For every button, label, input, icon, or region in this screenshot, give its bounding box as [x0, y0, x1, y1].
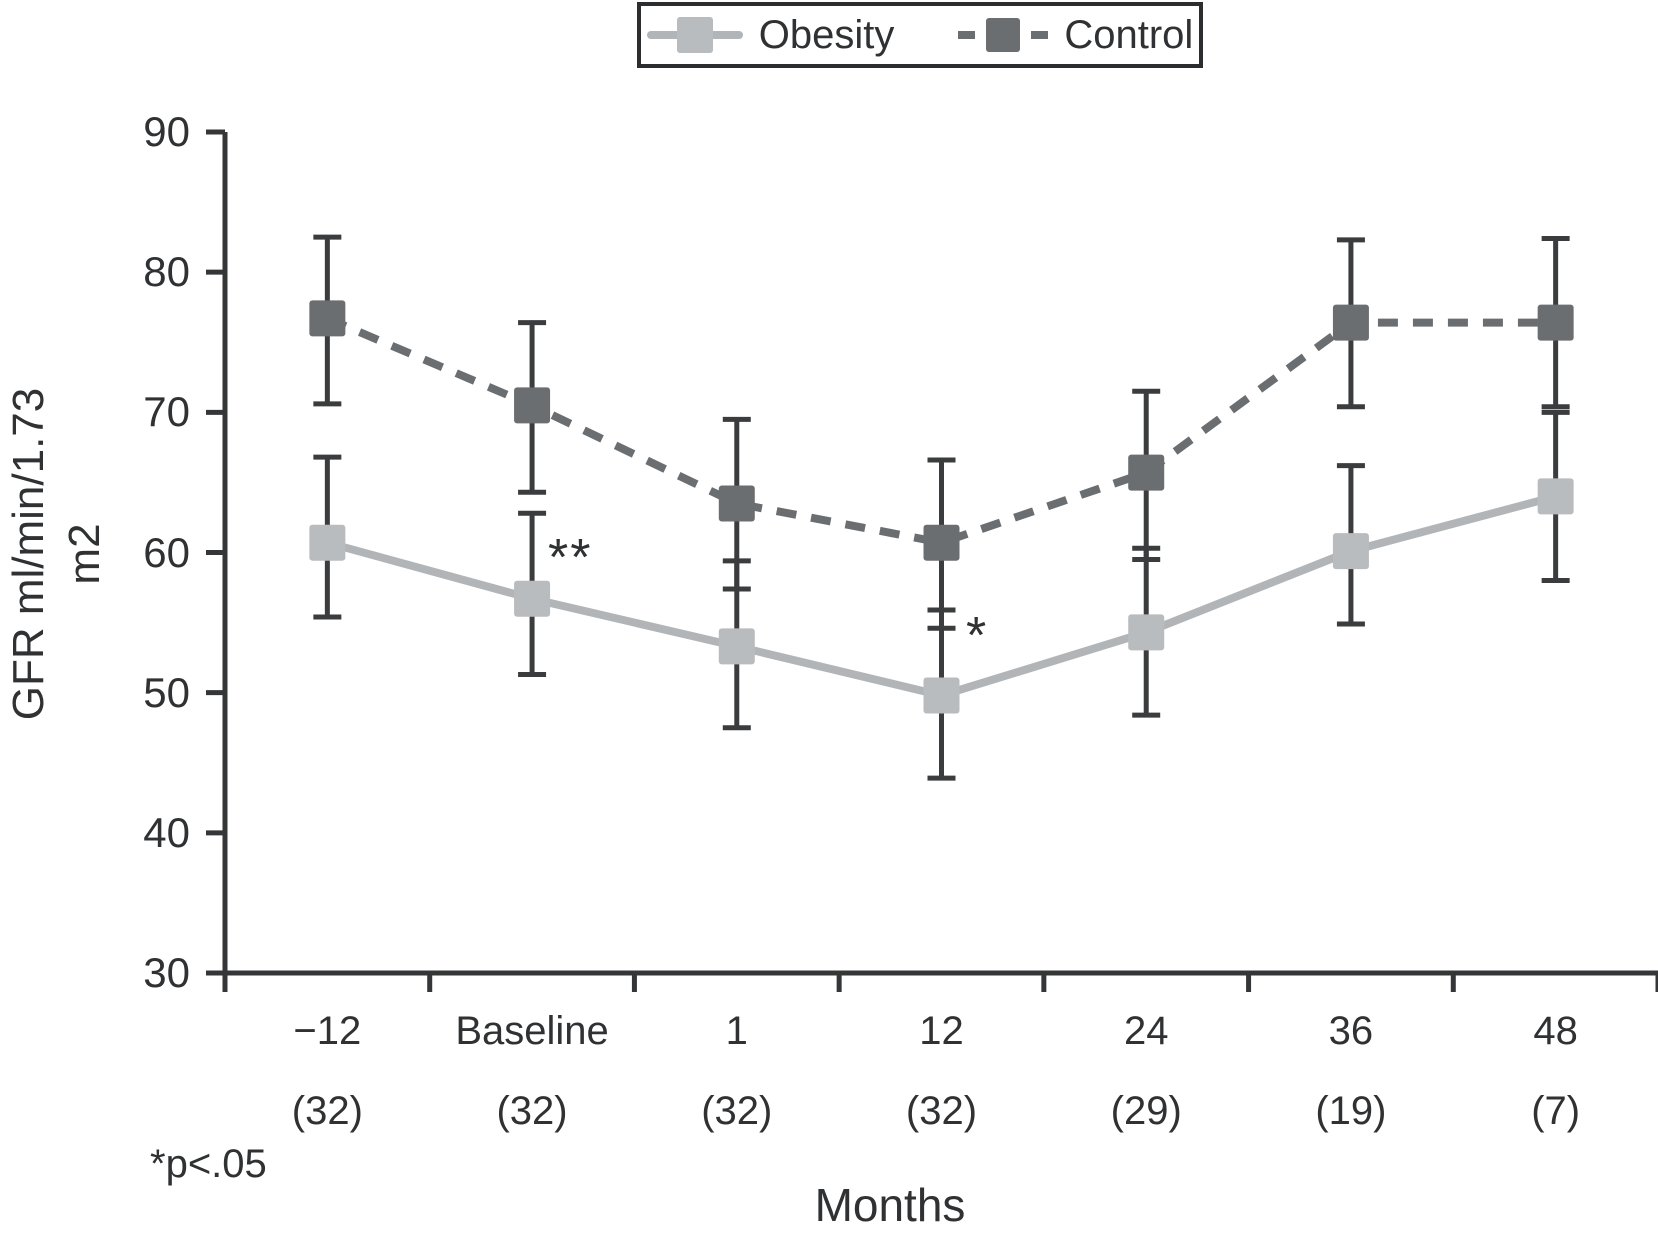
x-category-label: 36 — [1328, 1009, 1374, 1053]
y-tick-label: 90 — [143, 108, 190, 155]
control-marker — [1332, 304, 1369, 341]
obesity-marker-icon — [646, 17, 743, 53]
legend: Obesity Control — [637, 2, 1203, 68]
control-marker — [923, 524, 960, 561]
x-count-label: (32) — [496, 1089, 568, 1133]
x-axis-title: Months — [814, 1179, 966, 1231]
y-tick-label: 40 — [143, 808, 190, 856]
x-category-label: 48 — [1533, 1009, 1578, 1053]
obesity-marker — [309, 524, 346, 561]
x-category-label: Baseline — [455, 1009, 609, 1053]
control-marker — [1128, 454, 1165, 491]
x-count-label: (19) — [1315, 1089, 1387, 1133]
obesity-square-icon — [676, 17, 713, 53]
x-count-label: (32) — [905, 1089, 978, 1133]
y-tick-label: 30 — [143, 949, 190, 996]
control-dash-icon — [1031, 31, 1049, 39]
control-marker — [1537, 304, 1574, 341]
significance-stars-baseline: ** — [548, 529, 593, 587]
x-category-label: −12 — [293, 1009, 362, 1053]
legend-label-control: Control — [1064, 13, 1194, 57]
control-marker — [514, 387, 551, 424]
obesity-marker — [923, 677, 960, 714]
obesity-marker — [514, 580, 551, 617]
obesity-marker — [1332, 533, 1369, 570]
legend-item-obesity: Obesity — [646, 13, 895, 57]
x-count-label: (29) — [1110, 1089, 1182, 1133]
control-dash-icon — [958, 31, 976, 39]
control-marker — [309, 300, 346, 337]
obesity-marker — [1128, 614, 1165, 651]
legend-label-obesity: Obesity — [758, 13, 895, 57]
control-square-icon — [986, 18, 1021, 52]
significance-note: *p<.05 — [150, 1142, 267, 1186]
y-tick-label: 80 — [143, 248, 190, 296]
x-category-label: 24 — [1123, 1009, 1169, 1053]
significance-star-month12: * — [966, 607, 989, 665]
x-count-label: (7) — [1531, 1089, 1581, 1133]
x-category-label: 12 — [919, 1009, 964, 1053]
obesity-marker — [718, 628, 755, 665]
x-count-label: (32) — [701, 1089, 773, 1133]
legend-item-control: Control — [958, 15, 1193, 55]
control-marker-icon — [958, 18, 1049, 52]
obesity-marker — [1537, 478, 1574, 515]
x-count-label: (32) — [291, 1089, 363, 1133]
control-marker — [718, 485, 755, 522]
y-tick-label: 70 — [143, 388, 190, 436]
y-tick-label: 50 — [143, 668, 190, 716]
x-category-label: 1 — [725, 1009, 748, 1053]
y-tick-label: 60 — [143, 528, 190, 576]
